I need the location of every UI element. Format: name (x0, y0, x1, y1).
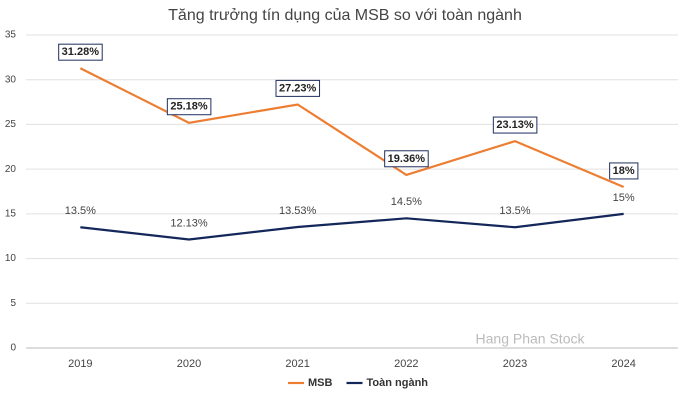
data-label-box (609, 162, 639, 180)
grid (26, 34, 678, 349)
data-label: 25.18% (170, 101, 208, 113)
y-tick-label: 30 (5, 74, 17, 85)
data-label: 13.5% (499, 205, 530, 217)
data-label-box (166, 98, 212, 116)
y-tick-label: 0 (10, 343, 16, 354)
data-label: 18% (613, 165, 635, 177)
y-tick-label: 20 (5, 164, 17, 175)
data-label: 31.28% (62, 46, 100, 58)
x-tick-label: 2020 (177, 358, 201, 370)
x-tick-label: 2021 (285, 358, 309, 370)
data-label-box (275, 79, 321, 97)
data-label: 12.13% (170, 217, 208, 229)
data-label-box (492, 116, 538, 134)
data-label: 15% (613, 192, 635, 204)
data-label: 14.5% (391, 196, 422, 208)
x-tick-label: 2023 (503, 358, 527, 370)
watermark: Hang Phan Stock (476, 331, 586, 347)
y-tick-label: 10 (5, 253, 17, 264)
data-label: 27.23% (279, 82, 317, 94)
legend-label: MSB (308, 377, 333, 389)
data-label: 13.53% (279, 205, 317, 217)
data-label: 13.5% (65, 205, 96, 217)
y-tick-label: 25 (5, 119, 17, 130)
y-tick-label: 35 (5, 30, 17, 41)
y-tick-label: 5 (10, 298, 16, 309)
data-label: 23.13% (496, 119, 534, 131)
series-line (80, 212, 624, 241)
y-tick-label: 15 (5, 208, 17, 219)
data-label-box (58, 43, 103, 61)
legend-label: Toàn ngành (367, 377, 429, 389)
data-label-box (384, 150, 429, 168)
data-label: 19.36% (388, 153, 426, 165)
x-tick-label: 2022 (394, 358, 418, 370)
x-tick-label: 2019 (68, 358, 92, 370)
x-tick-label: 2024 (611, 358, 635, 370)
chart-title: Tăng trưởng tín dụng của MSB so với toàn… (168, 7, 522, 24)
